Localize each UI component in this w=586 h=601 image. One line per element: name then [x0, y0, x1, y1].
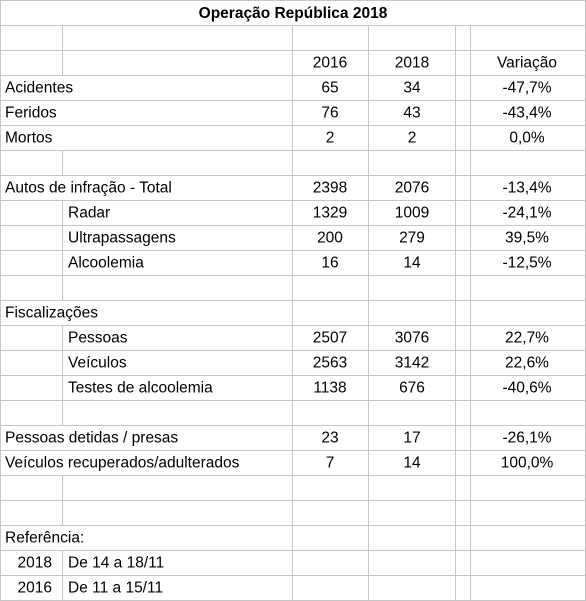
- cell-value: 17: [403, 430, 420, 447]
- column-header: Variação: [497, 55, 557, 72]
- cell-value: 14: [403, 255, 421, 272]
- cell-value: 43: [403, 105, 420, 122]
- sheet-title: Operação República 2018: [199, 5, 388, 22]
- cell-value: -43,4%: [502, 105, 551, 122]
- cell-value: -12,5%: [502, 255, 551, 272]
- cell-value: 2398: [313, 180, 347, 197]
- row-label: Alcoolemia: [68, 255, 144, 272]
- reference-year: 2018: [18, 555, 52, 572]
- cell-value: 7: [326, 455, 335, 472]
- cell-value: 200: [317, 230, 343, 247]
- row-label: Veículos recuperados/adulterados: [5, 455, 240, 472]
- cell-value: 2563: [313, 355, 347, 372]
- row-label: Pessoas: [68, 330, 128, 347]
- row-label: Autos de infração - Total: [5, 180, 172, 197]
- row-label: Feridos: [5, 105, 57, 122]
- row-label: Fiscalizações: [5, 305, 98, 322]
- cell-value: 3142: [395, 355, 429, 372]
- cell-value: -24,1%: [502, 205, 551, 222]
- column-header: 2016: [313, 55, 347, 72]
- row-label: Ultrapassagens: [68, 230, 176, 247]
- row-label: Acidentes: [5, 80, 73, 97]
- cell-value: -13,4%: [502, 180, 551, 197]
- cell-value: 2507: [313, 330, 347, 347]
- cell-value: 14: [403, 455, 421, 472]
- cell-value: 22,6%: [505, 355, 549, 372]
- cell-value: 76: [321, 105, 338, 122]
- cell-value: 16: [321, 255, 338, 272]
- cell-value: -47,7%: [502, 80, 551, 97]
- cell-value: 1009: [395, 205, 429, 222]
- cell-value: 0,0%: [509, 130, 545, 147]
- reference-period: De 11 a 15/11: [68, 580, 163, 597]
- cell-value: 676: [399, 380, 425, 397]
- cell-value: 3076: [395, 330, 429, 347]
- cell-value: 22,7%: [505, 330, 549, 347]
- cell-value: 2076: [395, 180, 429, 197]
- cell-value: 39,5%: [505, 230, 549, 247]
- cell-value: 23: [321, 430, 338, 447]
- reference-label: Referência:: [5, 530, 84, 547]
- row-label: Testes de alcoolemia: [68, 380, 213, 397]
- row-label: Radar: [68, 205, 110, 222]
- column-header: 2018: [395, 55, 429, 72]
- cell-value: 2: [408, 130, 417, 147]
- cell-value: 1138: [313, 380, 346, 397]
- row-label: Pessoas detidas / presas: [5, 430, 178, 447]
- reference-period: De 14 a 18/11: [68, 555, 164, 572]
- row-label: Veículos: [68, 355, 127, 372]
- cell-value: 2: [326, 130, 335, 147]
- cell-value: 1329: [313, 205, 347, 222]
- cell-value: -40,6%: [502, 380, 551, 397]
- reference-year: 2016: [18, 580, 52, 597]
- cell-value: -26,1%: [502, 430, 551, 447]
- cell-value: 100,0%: [501, 455, 554, 472]
- cell-value: 65: [321, 80, 338, 97]
- cell-value: 34: [403, 80, 421, 97]
- cell-value: 279: [399, 230, 425, 247]
- row-label: Mortos: [5, 130, 53, 147]
